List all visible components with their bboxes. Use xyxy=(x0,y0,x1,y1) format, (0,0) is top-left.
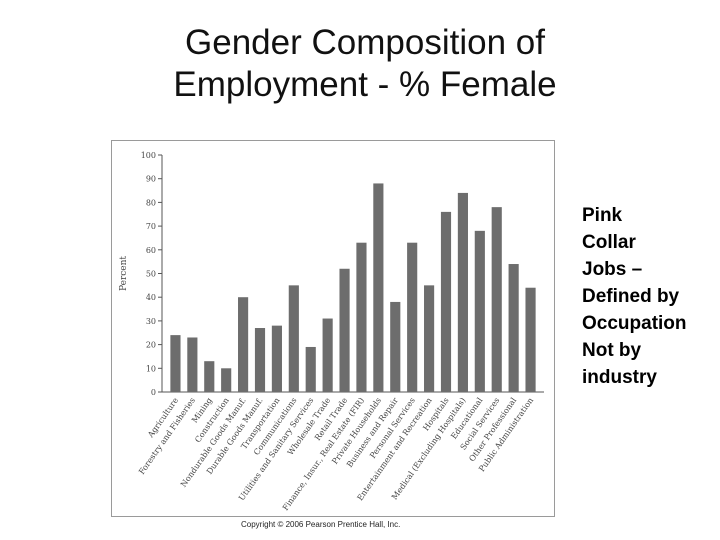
bar xyxy=(254,328,266,392)
side-note-line: Pink xyxy=(582,205,623,226)
bar xyxy=(170,335,181,392)
chart-frame: 0 10 20 30 40 50 60 70 80 90 100 Percent Agriculture… xyxy=(111,140,555,517)
slide-title-line-1: Gender Composition of xyxy=(185,23,545,62)
bar xyxy=(390,301,401,392)
bar xyxy=(373,183,384,392)
bar xyxy=(407,242,418,392)
side-note-line: Defined by xyxy=(582,286,680,307)
bar xyxy=(424,285,435,392)
bar xyxy=(491,207,502,392)
y-tick-label: 90 xyxy=(146,175,156,184)
y-tick-label: 60 xyxy=(146,246,156,255)
y-tick-label: 50 xyxy=(146,270,156,279)
bar xyxy=(204,361,215,392)
bar xyxy=(238,297,249,392)
y-tick-label: 30 xyxy=(146,317,156,326)
bar-chart: 0102030405060708090100PercentAgriculture… xyxy=(119,151,544,512)
bar xyxy=(440,211,452,392)
y-axis-label: Percent xyxy=(119,256,129,291)
bar xyxy=(271,325,282,392)
y-tick-label: 20 xyxy=(146,341,156,350)
y-tick-label: 10 xyxy=(146,364,156,373)
side-note-line: Jobs – xyxy=(582,259,643,280)
y-tick-label: 0 xyxy=(151,388,156,397)
copyright-notice: Copyright © 2006 Pearson Prentice Hall, … xyxy=(241,520,401,529)
bar xyxy=(322,318,333,392)
side-note-line: Collar xyxy=(582,232,636,253)
bar xyxy=(474,230,485,392)
y-tick-label: 100 xyxy=(141,151,156,160)
bar xyxy=(221,368,232,392)
slide-title-line-2: Employment - % Female xyxy=(173,65,557,104)
bar xyxy=(187,337,198,392)
side-note-line: Occupation xyxy=(582,313,687,334)
bar xyxy=(288,285,299,392)
bar xyxy=(508,264,519,392)
side-note-line: Not by xyxy=(582,340,642,361)
bar xyxy=(356,242,367,392)
bar xyxy=(305,346,316,392)
y-tick-label: 40 xyxy=(146,293,156,302)
bar xyxy=(339,268,350,392)
side-note: Pink Collar Jobs – Defined by Occupation Not … xyxy=(582,202,718,391)
bar xyxy=(457,192,468,392)
bar xyxy=(525,287,536,392)
y-tick-label: 80 xyxy=(146,198,156,207)
side-note-line: industry xyxy=(582,367,657,388)
slide-title: Gender Composition of Employment - % Fem… xyxy=(110,22,620,106)
y-tick-label: 70 xyxy=(146,222,156,231)
